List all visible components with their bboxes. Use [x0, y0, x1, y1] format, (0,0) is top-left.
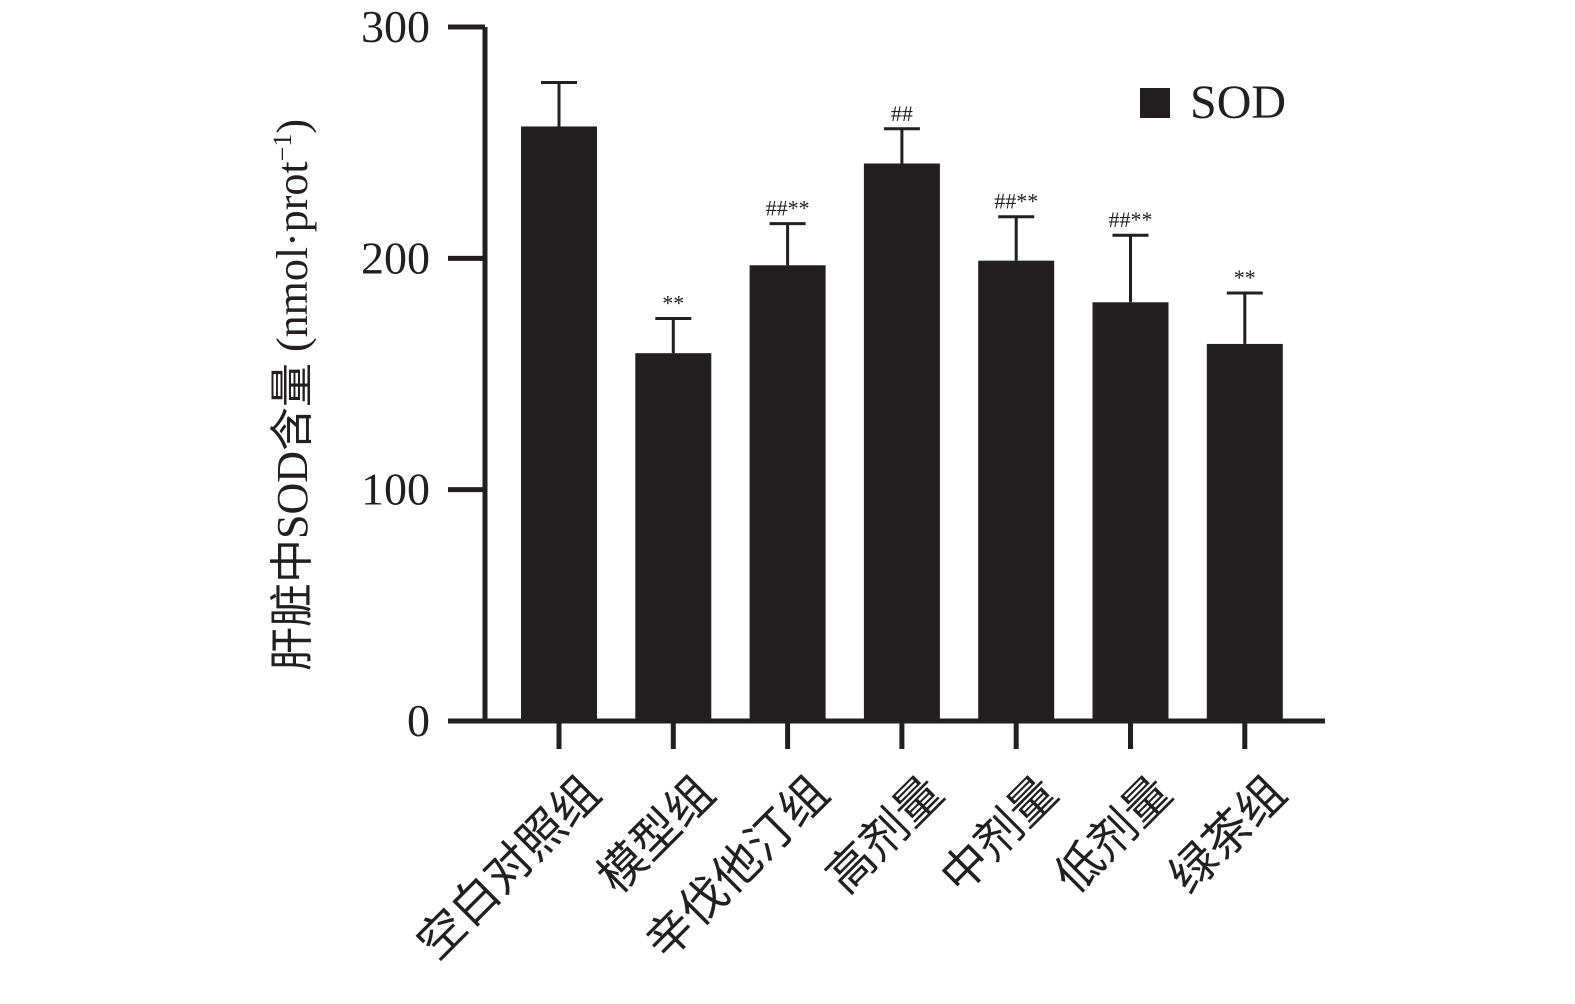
- y-axis-title-unit-close: ): [268, 119, 317, 134]
- y-axis-title-unit: (nmol·prot: [268, 161, 317, 352]
- bar: [1206, 343, 1283, 721]
- x-tick-label: 空白对照组: [408, 767, 611, 970]
- significance-label: ##**: [1109, 207, 1153, 232]
- y-axis-title-unit-sup: −1: [268, 134, 297, 162]
- y-axis-title: 肝脏中SOD含量 (nmol·prot−1): [268, 119, 317, 671]
- bars: ** ##** ## ##** ##** **: [521, 81, 1283, 722]
- y-axis-title-main: 肝脏中SOD含量: [268, 352, 317, 671]
- bar: [635, 353, 712, 721]
- bar: [978, 260, 1055, 721]
- legend-swatch: [1140, 88, 1170, 118]
- bar: [521, 126, 597, 722]
- x-tick-label: 中剂量: [932, 767, 1068, 903]
- legend: SOD: [1140, 76, 1286, 129]
- legend-label: SOD: [1190, 76, 1286, 129]
- y-tick-label: 200: [361, 232, 430, 283]
- y-tick-label: 100: [361, 464, 430, 515]
- x-tick-label: 高剂量: [817, 767, 953, 903]
- y-axis-label: 肝脏中SOD含量 (nmol·prot−1): [268, 119, 317, 671]
- y-tick-label: 300: [361, 1, 430, 52]
- significance-label: ##**: [994, 189, 1038, 214]
- x-tick-label: 低剂量: [1046, 767, 1182, 903]
- bar: [1092, 302, 1169, 721]
- x-tick-label: 绿茶组: [1160, 767, 1296, 903]
- significance-label: **: [662, 290, 684, 315]
- significance-label: **: [1234, 265, 1256, 290]
- bar: [749, 265, 826, 721]
- significance-label: ##**: [766, 196, 810, 221]
- bar: [863, 163, 940, 721]
- significance-label: ##: [891, 101, 913, 126]
- y-tick-label: 0: [407, 695, 430, 746]
